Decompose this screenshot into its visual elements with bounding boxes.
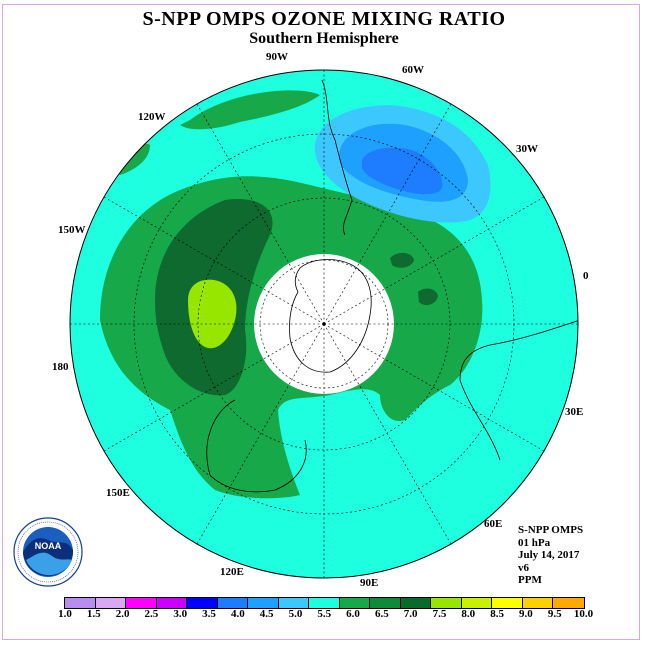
noaa-logo-text: NOAA <box>35 541 62 551</box>
colorbar-swatch <box>522 598 553 608</box>
lon-label-120e: 120E <box>220 566 244 578</box>
ozone-band-6-0-spot-b <box>418 288 438 306</box>
colorbar-swatch <box>400 598 431 608</box>
info-date: July 14, 2017 <box>518 549 580 561</box>
colorbar-label: 8.5 <box>490 608 504 620</box>
lon-label-180: 180 <box>52 361 69 373</box>
info-version: v6 <box>518 561 529 574</box>
colorbar-label: 10.0 <box>573 608 594 620</box>
noaa-logo: NOAA <box>13 517 83 587</box>
colorbar-label: 5.0 <box>288 608 303 620</box>
lon-label-0: 0 <box>583 270 589 282</box>
colorbar-swatch <box>309 598 340 608</box>
lon-label-30w: 30W <box>516 143 538 155</box>
colorbar-label: 3.0 <box>173 608 188 620</box>
info-units: PPM <box>518 574 542 586</box>
info-level: 01 hPa <box>518 536 551 549</box>
colorbar-label: 1.0 <box>58 608 72 620</box>
south-pole-marker <box>322 322 326 326</box>
lon-label-60e: 60E <box>484 518 502 530</box>
ozone-band-6-5 <box>188 279 237 349</box>
colorbar-swatch <box>492 598 523 608</box>
map-title: S-NPP OMPS OZONE MIXING RATIO <box>142 8 506 30</box>
lon-label-150e: 150E <box>106 487 130 499</box>
colorbar-label: 6.0 <box>346 608 360 620</box>
colorbar-swatch <box>126 598 157 608</box>
info-instrument: S-NPP OMPS <box>518 524 584 536</box>
colorbar-swatch <box>431 598 462 608</box>
colorbar-swatch <box>461 598 492 608</box>
colorbar-swatch <box>278 598 309 608</box>
colorbar-swatch <box>187 598 218 608</box>
colorbar-label: 7.5 <box>432 608 447 620</box>
lon-label-30e: 30E <box>565 406 583 418</box>
lon-label-90w: 90W <box>266 51 288 63</box>
graticule <box>70 70 578 578</box>
colorbar-swatch <box>370 598 401 608</box>
africa-coast <box>459 319 578 461</box>
map-border <box>69 69 579 579</box>
colorbar-label: 4.0 <box>230 608 245 620</box>
colorbar-swatch <box>217 598 248 608</box>
colorbar-label: 9.5 <box>547 608 562 620</box>
colorbar-swatch <box>65 598 96 608</box>
colorbar-label: 9.0 <box>519 608 533 620</box>
colorbar-swatch <box>156 598 187 608</box>
figure-frame <box>2 4 640 640</box>
lon-label-60w: 60W <box>402 64 424 76</box>
colorbar-swatch <box>553 598 584 608</box>
colorbar-label: 2.5 <box>144 608 159 620</box>
colorbar-labels: 1.0 1.5 2.0 2.5 3.0 3.5 4.0 4.5 5.0 5.5 6.0 6.5 7.0 7… <box>0 608 648 622</box>
map-subtitle: Southern Hemisphere <box>249 30 399 47</box>
colorbar-label: 1.5 <box>86 608 101 620</box>
south-america-coast <box>321 79 353 236</box>
colorbar-label: 4.5 <box>259 608 274 620</box>
colorbar-label: 6.5 <box>374 608 389 620</box>
colorbar <box>64 597 585 609</box>
lon-label-150w: 150W <box>58 224 86 236</box>
colorbar-swatch <box>248 598 279 608</box>
australia-coast <box>206 399 307 493</box>
lon-label-90e: 90E <box>360 577 378 589</box>
colorbar-label: 5.5 <box>317 608 332 620</box>
colorbar-label: 2.0 <box>115 608 130 620</box>
lon-label-120w: 120W <box>138 111 166 123</box>
colorbar-swatch <box>95 598 126 608</box>
colorbar-label: 7.0 <box>403 608 418 620</box>
ozone-band-3-5 <box>362 147 443 195</box>
colorbar-label: 3.5 <box>202 608 216 620</box>
ozone-band-6-0-spot-a <box>390 252 414 268</box>
colorbar-swatch <box>339 598 370 608</box>
antarctica-outline <box>289 259 372 373</box>
info-block: S-NPP OMPS 01 hPa July 14, 2017 v6 PPM <box>518 524 583 587</box>
colorbar-label: 8.0 <box>461 608 476 620</box>
